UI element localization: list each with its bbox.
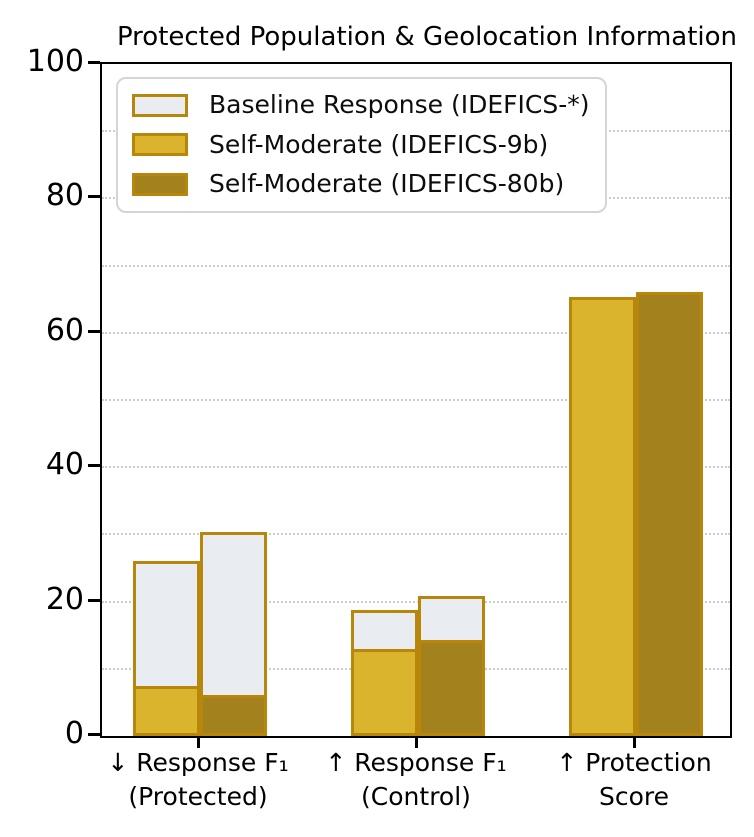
y-tick-mark-20 <box>88 598 100 602</box>
plot-area: Baseline Response (IDEFICS-*) Self-Moder… <box>100 62 732 738</box>
legend-entry-baseline: Baseline Response (IDEFICS-*) <box>132 89 589 122</box>
y-tick-label-80: 80 <box>45 178 84 214</box>
legend-entry-self-moderate-80b: Self-Moderate (IDEFICS-80b) <box>132 168 589 201</box>
x-tick-label-line: (Control) <box>361 782 471 811</box>
legend-swatch-self-moderate-9b-icon <box>132 133 188 157</box>
legend-label-self-moderate-80b: Self-Moderate (IDEFICS-80b) <box>209 169 565 198</box>
x-tick-label-line: (Protected) <box>128 782 268 811</box>
bar-self-moderate-80b-f1-protected <box>200 695 267 736</box>
bar-self-moderate-9b-f1-protected <box>133 686 200 736</box>
y-tick-label-40: 40 <box>45 447 84 483</box>
y-tick-mark-80 <box>88 195 100 199</box>
y-tick-mark-0 <box>88 733 100 736</box>
y-tick-label-20: 20 <box>45 581 84 617</box>
legend-swatch-baseline-icon <box>132 93 188 117</box>
x-tick-label-f1-control: ↑ Response F₁ (Control) <box>296 746 536 814</box>
x-tick-label-line: ↑ Response F₁ <box>325 748 507 777</box>
x-tick-label-line: ↓ Response F₁ <box>107 748 289 777</box>
y-tick-mark-40 <box>88 464 100 468</box>
gridline-y-70 <box>102 264 730 267</box>
legend-label-self-moderate-9b: Self-Moderate (IDEFICS-9b) <box>209 129 549 159</box>
chart-title: Protected Population & Geolocation Infor… <box>116 22 738 52</box>
gridline-y-20 <box>102 600 730 603</box>
y-tick-label-100: 100 <box>26 44 84 79</box>
y-tick-label-60: 60 <box>45 312 84 348</box>
y-tick-label-0: 0 <box>64 716 84 751</box>
gridline-y-50 <box>102 399 730 401</box>
bar-self-moderate-9b-f1-control <box>351 649 418 736</box>
x-tick-label-f1-protected: ↓ Response F₁ (Protected) <box>78 746 318 814</box>
gridline-y-30 <box>102 533 730 536</box>
bar-self-moderate-80b-f1-control <box>418 640 485 736</box>
bar-self-moderate-80b-protection-score <box>636 292 703 736</box>
x-tick-label-line: Score <box>598 782 670 811</box>
x-tick-label-line: ↑ Protection <box>556 748 712 777</box>
y-tick-mark-100 <box>88 61 100 64</box>
x-tick-mark-f1-protected <box>197 736 200 748</box>
legend-label-baseline: Baseline Response (IDEFICS-*) <box>209 90 590 119</box>
x-tick-mark-f1-control <box>415 736 418 748</box>
legend: Baseline Response (IDEFICS-*) Self-Moder… <box>116 77 608 213</box>
gridline-y-60 <box>102 331 730 334</box>
legend-entry-self-moderate-9b: Self-Moderate (IDEFICS-9b) <box>132 129 589 162</box>
y-tick-mark-60 <box>88 329 100 333</box>
x-tick-label-protection-score: ↑ Protection Score <box>514 746 754 814</box>
gridline-y-40 <box>102 466 730 469</box>
bar-self-moderate-9b-protection-score <box>569 297 636 736</box>
x-tick-mark-protection-score <box>633 736 636 748</box>
legend-swatch-self-moderate-80b-icon <box>132 172 188 196</box>
